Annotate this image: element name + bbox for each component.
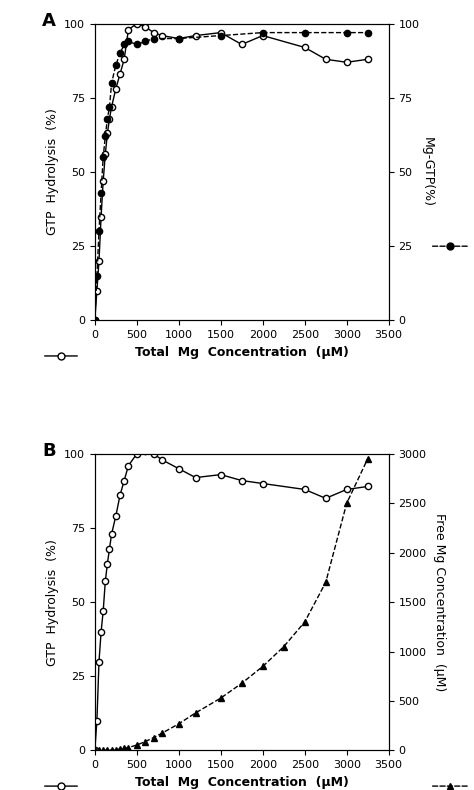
Y-axis label: GTP  Hydrolysis  (%): GTP Hydrolysis (%) bbox=[46, 108, 58, 235]
Y-axis label: Free Mg Concentration  (μM): Free Mg Concentration (μM) bbox=[433, 513, 446, 691]
Y-axis label: Mg-GTP(%): Mg-GTP(%) bbox=[420, 137, 433, 207]
Text: A: A bbox=[42, 12, 56, 30]
Text: B: B bbox=[42, 442, 55, 460]
Y-axis label: GTP  Hydrolysis  (%): GTP Hydrolysis (%) bbox=[46, 539, 58, 666]
X-axis label: Total  Mg  Concentration  (μM): Total Mg Concentration (μM) bbox=[135, 776, 349, 788]
X-axis label: Total  Mg  Concentration  (μM): Total Mg Concentration (μM) bbox=[135, 346, 349, 359]
